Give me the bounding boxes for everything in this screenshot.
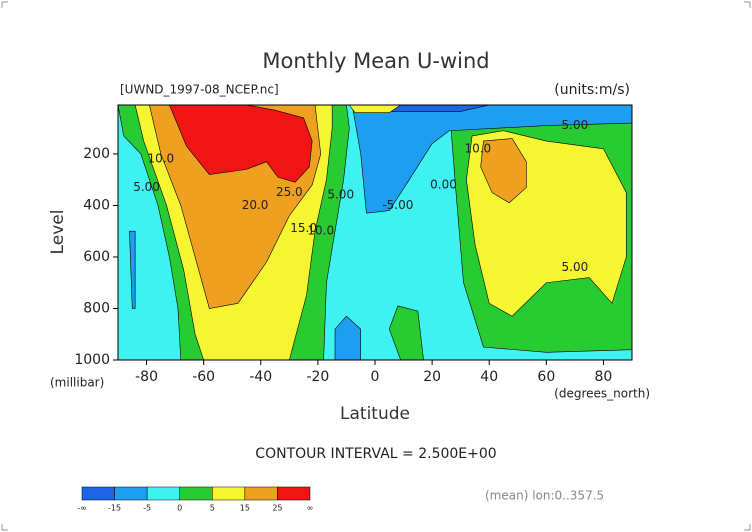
y-tick-label: 600: [83, 249, 110, 265]
contour-region: [129, 230, 136, 309]
y-tick-label: 1000: [74, 352, 110, 368]
chart-title: Monthly Mean U-wind: [262, 49, 489, 73]
colorbar-label: -∞: [77, 504, 87, 513]
colorbar-label: 15: [240, 504, 250, 513]
colorbar-box: [212, 486, 246, 501]
colorbar-box: [244, 486, 278, 501]
x-tick-label: -80: [135, 369, 158, 385]
contour-region: [168, 104, 313, 183]
colorbar-label: 5: [210, 504, 215, 513]
colorbar-label: 0: [177, 504, 182, 513]
contour-label: 20.0: [242, 198, 269, 212]
x-tick-label: -60: [192, 369, 215, 385]
x-tick-label: 60: [537, 369, 555, 385]
subtitle: [UWND_1997-08_NCEP.nc]: [120, 83, 279, 97]
y-tick-label: 400: [83, 197, 110, 213]
annotation: CONTOUR INTERVAL = 2.500E+00: [255, 446, 496, 462]
contour-label: 15.0: [290, 221, 317, 235]
x-axis-unit: (degrees_north): [554, 387, 650, 401]
contour-label: 10.0: [147, 152, 174, 166]
colorbar-label: -15: [108, 504, 121, 513]
contour-label: 10.0: [464, 141, 491, 155]
plot-area: 10.05.0020.025.015.010.05.00-5.000.0010.…: [117, 104, 633, 361]
x-tick-label: 0: [371, 369, 380, 385]
x-tick-label: -40: [249, 369, 272, 385]
contour-label: -5.00: [382, 198, 413, 212]
x-tick-label: 40: [480, 369, 498, 385]
x-tick-label: 80: [595, 369, 613, 385]
x-tick-label: 20: [423, 369, 441, 385]
y-tick-label: 800: [83, 300, 110, 316]
colorbar-box: [81, 486, 115, 501]
units: (units:m/s): [554, 82, 630, 98]
colorbar-box: [146, 486, 180, 501]
x-tick-label: -20: [306, 369, 329, 385]
contour-label: 25.0: [276, 185, 303, 199]
colorbar-label: 25: [272, 504, 282, 513]
colorbar-label: ∞: [307, 504, 314, 513]
contour-region: [480, 138, 527, 204]
contour-label: 5.00: [562, 260, 589, 274]
contour-label: 5.00: [133, 180, 160, 194]
y-axis-label: Level: [48, 210, 68, 255]
contour-label: 0.00: [430, 177, 457, 191]
x-axis-label: Latitude: [340, 404, 410, 424]
contour-label: 5.00: [327, 188, 354, 202]
y-tick-label: 200: [83, 146, 110, 162]
y-axis-unit: (millibar): [50, 376, 104, 390]
footer: (mean) lon:0..357.5: [485, 489, 604, 503]
colorbar-label: -5: [143, 504, 151, 513]
colorbar-box: [277, 486, 311, 501]
contour-label: 5.00: [562, 118, 589, 132]
colorbar-box: [114, 486, 148, 501]
colorbar-box: [179, 486, 213, 501]
contour-label: 10.0: [307, 224, 334, 238]
